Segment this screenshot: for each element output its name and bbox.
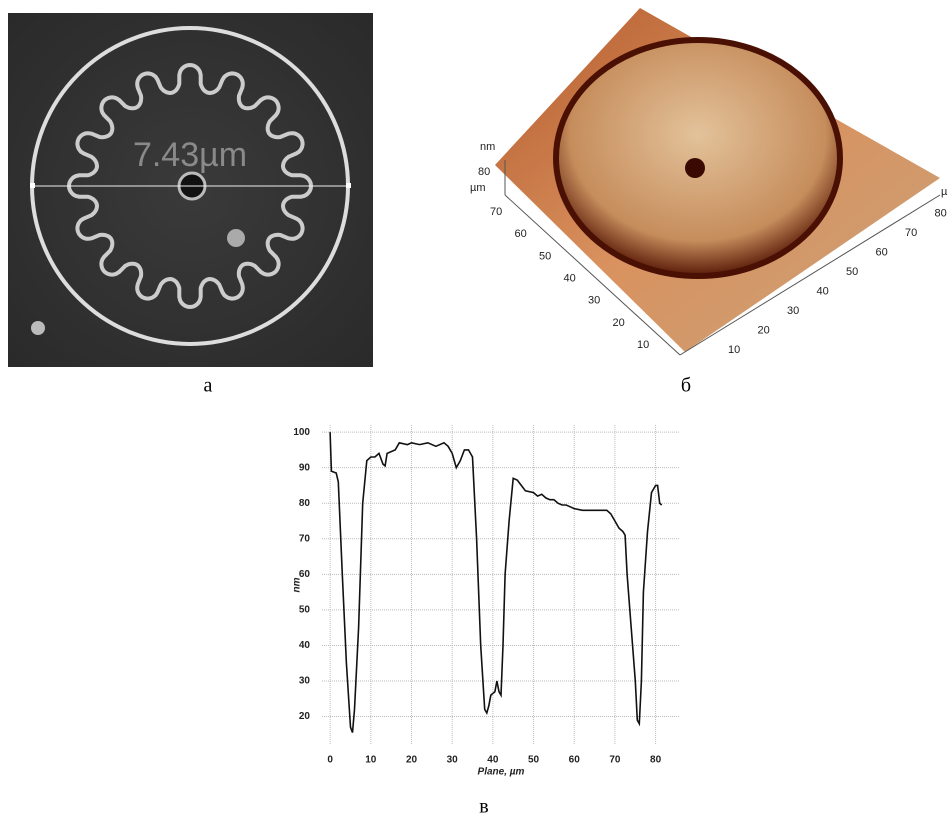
measurement-label: 7.43µm [133,136,247,174]
x-tick-label: 20 [758,324,770,336]
data-line [330,432,662,732]
y-tick-label: 40 [299,640,311,651]
x-tick-label: 20 [406,755,418,766]
x-tick-label: 50 [846,266,858,278]
y-tick-label: 70 [299,533,311,544]
page: 7.43µm а б 20 30 40 50 60 70 80 90 100 0 10 20 30 40 5… [0,0,948,818]
x-tick-label: 10 [728,344,740,356]
x-tick-label: 30 [787,305,799,317]
y-tick-label: 30 [299,676,311,687]
afm-image [495,8,940,355]
x-tick-label: 70 [905,227,917,239]
y-tick-label: 10 [637,339,649,351]
x-axis-title: Plane, µm [478,767,525,778]
y-tick-label: 40 [564,273,576,285]
y-axis-title: nm [292,577,303,592]
y-tick-label: 90 [299,462,311,473]
x-tick-label: 10 [365,755,377,766]
x-tick-label: 70 [609,755,621,766]
x-tick-label: 60 [876,246,888,258]
x-tick-label: 0 [327,755,333,766]
panel-label: б [681,375,691,397]
y-tick-label: 100 [293,427,310,438]
y-tick-label: 20 [299,711,311,722]
x-tick-label: 50 [528,755,540,766]
x-tick-label: 80 [935,207,947,219]
y-tick-label: 60 [515,228,527,240]
panel-label: а [204,375,213,397]
y-tick-label: 70 [490,206,502,218]
x-tick-label: 60 [569,755,581,766]
y-tick-label: 20 [613,317,625,329]
figure: 7.43µm а б 20 30 40 50 60 70 80 90 100 0 10 20 30 40 5… [0,0,948,818]
y-tick-label: 30 [588,295,600,307]
sem-image [8,13,373,367]
y-axis-unit: µm [470,182,486,194]
y-tick-label: 50 [539,250,551,262]
x-tick-label: 40 [817,285,829,297]
x-tick-label: 40 [487,755,499,766]
z-tick-label: 80 [478,166,490,178]
x-axis-unit: µm [941,186,948,198]
y-tick-label: 50 [299,605,311,616]
z-axis-unit: nm [480,141,495,153]
x-tick-label: 80 [650,755,662,766]
x-tick-label: 30 [447,755,459,766]
panel-label: в [479,796,488,818]
y-tick-label: 80 [299,498,311,509]
